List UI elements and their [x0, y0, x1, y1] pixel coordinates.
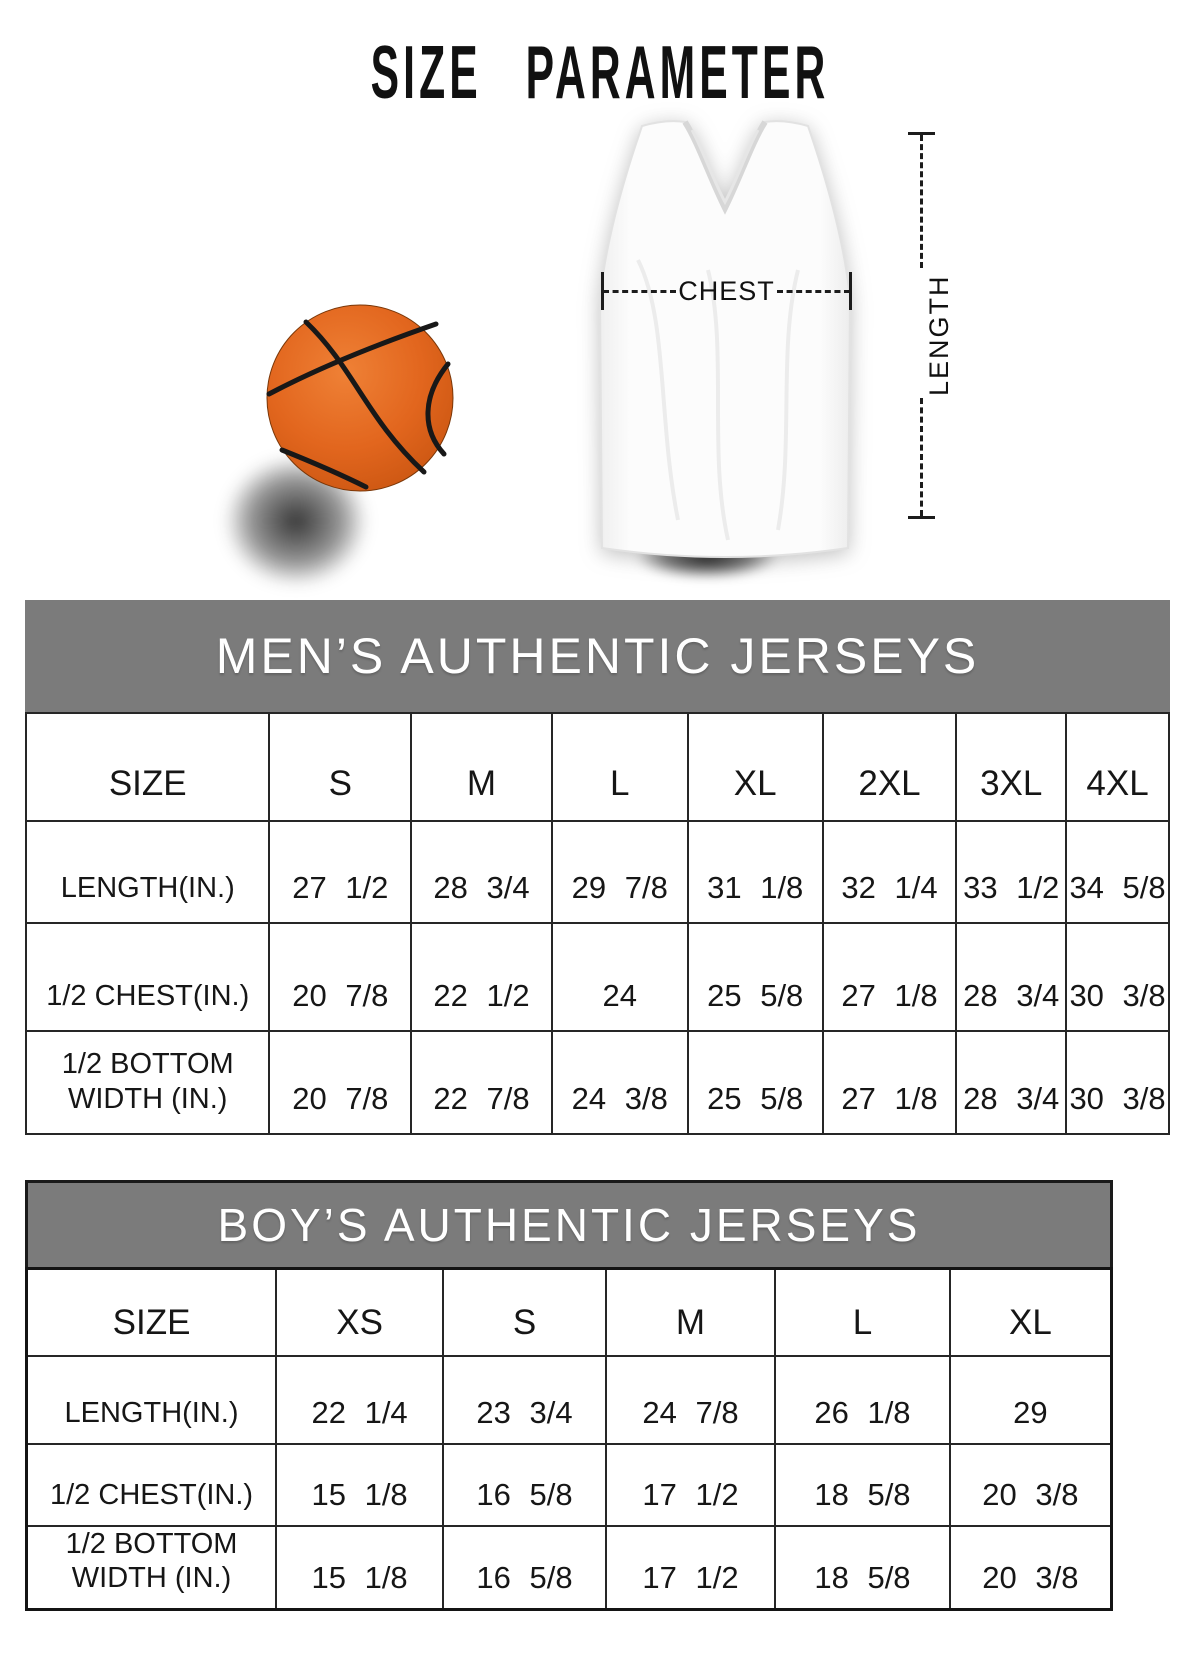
value-cell: 30 3/8 [1065, 922, 1170, 1032]
value-cell: 16 5/8 [442, 1442, 607, 1527]
value-cell: 18 5/8 [774, 1524, 951, 1611]
measurement-row: LENGTH(IN.) 27 1/2 28 3/4 29 7/8 31 1/8 32 1/… [24, 820, 1170, 924]
size-col-cell: L [550, 712, 689, 822]
value-cell: 15 1/8 [275, 1442, 445, 1527]
jersey-icon [598, 120, 852, 558]
size-col-cell: S [268, 712, 413, 822]
value-cell: 23 3/4 [442, 1354, 607, 1445]
page-title: SIZE PARAMETER [370, 31, 830, 116]
value-cell: 22 1/2 [410, 922, 553, 1032]
value-cell: 16 5/8 [442, 1524, 607, 1611]
size-header-cell: SIZE [24, 712, 271, 822]
row-label-cell: LENGTH(IN.) [25, 1354, 278, 1445]
size-col-cell: M [604, 1267, 777, 1357]
value-cell: 17 1/2 [604, 1524, 777, 1611]
value-cell: 24 7/8 [604, 1354, 777, 1445]
chest-measurement-line: CHEST [601, 272, 853, 310]
measurement-row: 1/2 CHEST(IN.) 20 7/8 22 1/2 24 25 5/8 27 1/8… [24, 922, 1170, 1032]
size-col-cell: XL [948, 1267, 1113, 1357]
measurement-row: LENGTH(IN.) 22 1/4 23 3/4 24 7/8 26 1/8 29 [25, 1354, 1113, 1445]
value-cell: 24 3/8 [550, 1030, 689, 1135]
size-table: SIZE S M L XL 2XL 3XL 4XL LENGTH(IN.) 27 1/2 28 3/… [24, 712, 1170, 1135]
row-label-cell: 1/2 CHEST(IN.) [25, 1442, 278, 1527]
value-cell: 28 3/4 [410, 820, 553, 924]
length-dash-upper [920, 135, 923, 268]
value-cell: 28 3/4 [955, 1030, 1068, 1135]
value-cell: 25 5/8 [686, 922, 824, 1032]
value-cell: 20 3/8 [948, 1442, 1113, 1527]
size-header-row: SIZE S M L XL 2XL 3XL 4XL [24, 712, 1170, 822]
value-cell: 34 5/8 [1065, 820, 1170, 924]
boys-table-title: BOY’S AUTHENTIC JERSEYS [25, 1180, 1113, 1267]
mens-authentic-jerseys-table: MEN’S AUTHENTIC JERSEYS SIZE S M L XL 2XL 3XL 4… [24, 600, 1170, 1135]
value-cell: 20 7/8 [268, 1030, 413, 1135]
length-label: LENGTH [924, 274, 954, 396]
value-cell: 18 5/8 [774, 1442, 951, 1527]
value-cell: 27 1/8 [821, 922, 958, 1032]
size-table: SIZE XS S M L XL LENGTH(IN.) 22 1/4 23 3/4 24 7/8… [25, 1267, 1113, 1612]
chest-tick-left [601, 272, 604, 310]
value-cell: 30 3/8 [1065, 1030, 1170, 1135]
value-cell: 25 5/8 [686, 1030, 824, 1135]
size-diagram: CHEST LENGTH [0, 100, 1200, 612]
chest-dash-left [603, 289, 677, 293]
mens-table-title: MEN’S AUTHENTIC JERSEYS [25, 600, 1170, 712]
value-cell: 20 3/8 [948, 1524, 1113, 1611]
length-tick-bottom [908, 516, 935, 519]
size-col-cell: S [442, 1267, 607, 1357]
measurement-row: 1/2 CHEST(IN.) 15 1/8 16 5/8 17 1/2 18 5/8 20… [25, 1442, 1113, 1527]
size-col-cell: M [410, 712, 553, 822]
measurement-row: 1/2 BOTTOM WIDTH (IN.) 20 7/8 22 7/8 24 3/8… [24, 1030, 1170, 1135]
value-cell: 29 [948, 1354, 1113, 1445]
boys-authentic-jerseys-table: BOY’S AUTHENTIC JERSEYS SIZE XS S M L XL LENGT… [25, 1180, 1113, 1612]
value-cell: 22 7/8 [410, 1030, 553, 1135]
value-cell: 20 7/8 [268, 922, 413, 1032]
value-cell: 15 1/8 [275, 1524, 445, 1611]
row-label-cell: 1/2 BOTTOM WIDTH (IN.) [25, 1524, 278, 1611]
value-cell: 28 3/4 [955, 922, 1068, 1032]
value-cell: 27 1/8 [821, 1030, 958, 1135]
value-cell: 26 1/8 [774, 1354, 951, 1445]
size-col-cell: 3XL [955, 712, 1068, 822]
length-dash-lower [920, 398, 923, 516]
mens-size-grid: SIZE S M L XL 2XL 3XL 4XL LENGTH(IN.) 27 1/2 28 3/… [24, 712, 1170, 1135]
size-col-cell: XL [686, 712, 824, 822]
row-label-cell: LENGTH(IN.) [24, 820, 271, 924]
value-cell: 32 1/4 [821, 820, 958, 924]
basketball-icon [266, 304, 454, 492]
measurement-row: 1/2 BOTTOM WIDTH (IN.) 15 1/8 16 5/8 17 1/2… [25, 1524, 1113, 1611]
size-header-cell: SIZE [25, 1267, 278, 1357]
chest-label: CHEST [678, 275, 775, 306]
value-cell: 24 [550, 922, 689, 1032]
value-cell: 29 7/8 [550, 820, 689, 924]
value-cell: 27 1/2 [268, 820, 413, 924]
chest-dash-right [776, 289, 851, 293]
size-col-cell: L [774, 1267, 951, 1357]
row-label-cell: 1/2 BOTTOM WIDTH (IN.) [24, 1030, 271, 1135]
value-cell: 17 1/2 [604, 1442, 777, 1527]
chest-tick-right [849, 272, 853, 310]
size-col-cell: 2XL [821, 712, 958, 822]
size-col-cell: XS [275, 1267, 445, 1357]
value-cell: 31 1/8 [686, 820, 824, 924]
size-col-cell: 4XL [1065, 712, 1170, 822]
boys-size-grid: SIZE XS S M L XL LENGTH(IN.) 22 1/4 23 3/4 24 7/8… [25, 1267, 1113, 1612]
length-tick-top [908, 132, 935, 135]
value-cell: 22 1/4 [275, 1354, 445, 1445]
value-cell: 33 1/2 [955, 820, 1068, 924]
size-header-row: SIZE XS S M L XL [25, 1267, 1113, 1357]
row-label-cell: 1/2 CHEST(IN.) [24, 922, 271, 1032]
